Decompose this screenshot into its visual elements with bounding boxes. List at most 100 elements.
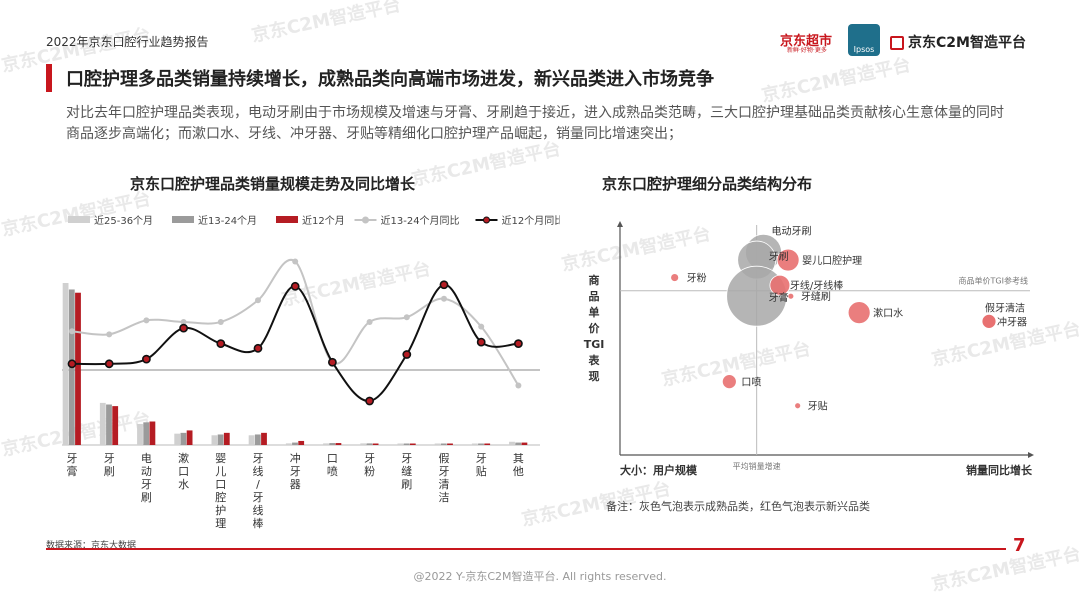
bar-口喷-近13-24个月: [329, 443, 336, 445]
category-label-牙缝刷: 缝: [401, 464, 412, 478]
category-label-牙缝刷: 刷: [401, 478, 412, 491]
bubble-冲牙器: [981, 313, 997, 329]
bubble-label-牙缝刷: 牙缝刷: [801, 290, 831, 303]
bubble-婴儿口腔护理: [776, 248, 800, 272]
bubble-label-牙膏: 牙膏: [769, 291, 789, 304]
y-axis-label: 单: [589, 305, 600, 319]
category-label-电动牙刷: 电: [141, 452, 152, 465]
bubble-漱口水: [847, 301, 871, 325]
bar-漱口水-近12个月: [186, 430, 193, 445]
watermark: 京东C2M智造平台: [759, 54, 913, 107]
bar-婴儿口腔护理-近13-24个月: [217, 434, 224, 445]
point-婴儿口腔护理-近13-24个月同比: [217, 318, 224, 325]
bar-其他-近25-36个月: [509, 441, 515, 445]
point-冲牙器-近12个月同比: [290, 281, 300, 291]
bar-牙线/牙线棒-近25-36个月: [248, 435, 255, 445]
category-label-电动牙刷: 牙: [141, 478, 152, 491]
point-牙贴-近13-24个月同比: [478, 323, 485, 330]
jd-supermarket-logo-tagline: 新鲜·好物·更多: [787, 47, 827, 54]
category-label-牙缝刷: 牙: [401, 452, 412, 465]
right-chart-title: 京东口腔护理细分品类结构分布: [602, 175, 813, 193]
bubble-label-冲牙器: 冲牙器: [997, 315, 1027, 328]
bubble-牙粉: [670, 273, 680, 282]
point-其他-近12个月同比: [513, 339, 523, 349]
bar-牙线/牙线棒-近13-24个月: [254, 434, 261, 445]
c2m-logo-icon: [890, 36, 904, 50]
page-number: 7: [1013, 535, 1026, 556]
left-chart-title: 京东口腔护理品类销量规模走势及同比增长: [130, 175, 416, 193]
category-label-牙贴: 贴: [476, 464, 487, 478]
bubble-牙线/牙线棒: [769, 274, 791, 296]
bar-假牙清洁-近12个月: [447, 443, 453, 445]
bar-牙缝刷-近13-24个月: [403, 443, 410, 445]
category-label-口喷: 喷: [327, 465, 338, 478]
bubble-label-电动牙刷: 电动牙刷: [772, 224, 812, 237]
sales-trend-chart: 近25-36个月 近13-24个月 近12个月 近13-24个月同比 近12个月同比牙膏…: [62, 214, 560, 530]
category-label-牙膏: 膏: [67, 464, 78, 478]
category-label-冲牙器: 牙: [290, 465, 301, 478]
category-label-牙线/牙线棒: 线: [253, 503, 264, 517]
category-label-假牙清洁: 洁: [439, 491, 450, 504]
bar-牙粉-近13-24个月: [366, 443, 373, 445]
bubble-口喷: [721, 374, 737, 390]
x-axis-arrow: [1028, 452, 1034, 458]
category-label-假牙清洁: 假: [439, 451, 450, 465]
line-近13-24个月同比: [71, 258, 520, 387]
c2m-logo: 京东C2M智造平台: [890, 32, 1026, 52]
bar-牙膏-近25-36个月: [62, 283, 69, 445]
point-假牙清洁-近13-24个月同比: [441, 295, 447, 302]
y-axis-label: 品: [589, 290, 600, 303]
bar-牙贴-近13-24个月: [478, 443, 484, 445]
category-label-牙贴: 牙: [476, 452, 487, 465]
bar-牙膏-近12个月: [75, 292, 81, 445]
point-口喷-近12个月同比: [327, 357, 337, 367]
point-牙缝刷-近12个月同比: [402, 350, 412, 359]
legend-label: 近13-24个月同比: [381, 214, 460, 227]
line-近12个月同比: [71, 283, 519, 402]
category-label-漱口水: 水: [178, 478, 189, 491]
point-牙刷-近12个月同比: [104, 359, 114, 369]
bar-漱口水-近25-36个月: [174, 433, 181, 445]
jd-supermarket-logo: 京东超市: [780, 34, 833, 49]
category-label-牙线/牙线棒: /: [256, 478, 260, 491]
ipsos-logo: Ipsos: [848, 24, 880, 56]
bar-冲牙器-近13-24个月: [292, 442, 298, 445]
point-牙膏-近12个月同比: [67, 359, 77, 369]
category-label-婴儿口腔护理: 儿: [215, 465, 226, 478]
category-label-牙粉: 粉: [364, 465, 375, 478]
bar-婴儿口腔护理-近12个月: [223, 432, 230, 445]
bar-电动牙刷-近12个月: [149, 421, 156, 445]
category-label-其他: 他: [513, 465, 524, 478]
point-牙刷-近13-24个月同比: [106, 331, 113, 338]
category-label-其他: 其: [513, 452, 524, 465]
bubble-牙缝刷: [787, 292, 795, 300]
legend-swatch: [483, 216, 490, 224]
bar-牙粉-近25-36个月: [360, 443, 367, 445]
bar-牙缝刷-近12个月: [409, 443, 416, 445]
bar-婴儿口腔护理-近25-36个月: [211, 435, 218, 445]
bar-冲牙器-近12个月: [298, 440, 305, 445]
bubble-label-牙粉: 牙粉: [687, 272, 707, 285]
bar-牙缝刷-近25-36个月: [397, 443, 404, 445]
bubble-label-婴儿口腔护理: 婴儿口腔护理: [802, 254, 862, 267]
bubble-label-漱口水: 漱口水: [873, 308, 903, 320]
point-牙膏-近13-24个月同比: [69, 328, 75, 335]
bar-其他-近13-24个月: [515, 442, 522, 445]
bar-牙线/牙线棒-近12个月: [261, 432, 267, 445]
y-axis-label: 现: [589, 370, 600, 383]
bar-假牙清洁-近25-36个月: [434, 443, 441, 445]
category-label-牙粉: 牙: [364, 452, 375, 465]
bubble-label-口喷: 口喷: [741, 377, 761, 389]
bar-其他-近12个月: [521, 442, 528, 445]
point-电动牙刷-近13-24个月同比: [143, 317, 150, 324]
category-label-婴儿口腔护理: 婴: [215, 452, 226, 465]
bubble-label-牙线/牙线棒: 牙线/牙线棒: [790, 279, 843, 292]
bar-冲牙器-近25-36个月: [285, 443, 292, 445]
category-label-牙刷: 刷: [104, 465, 115, 478]
headline-accent-bar: [46, 64, 52, 92]
bar-假牙清洁-近13-24个月: [440, 443, 447, 445]
point-其他-近13-24个月同比: [515, 382, 522, 389]
bar-牙粉-近12个月: [372, 443, 379, 445]
category-label-牙膏: 牙: [67, 452, 78, 465]
